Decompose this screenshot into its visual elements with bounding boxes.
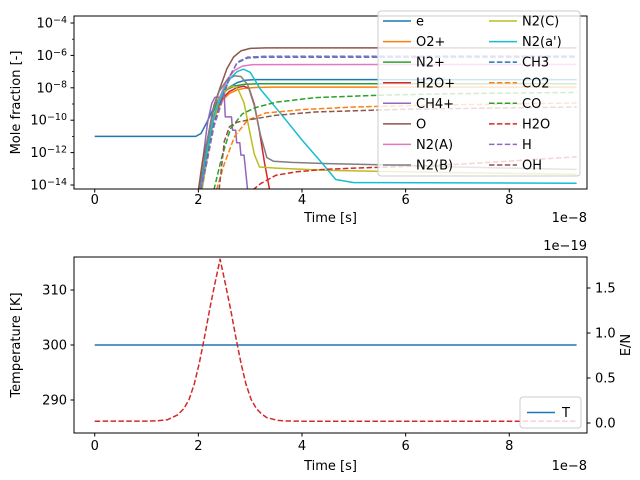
legend-label: OH [522,159,542,174]
top-x-offset-label: 1e−8 [552,211,587,226]
x-tick-label: 0 [91,193,99,208]
legend-label: T [561,406,570,421]
x-tick-label: 4 [298,439,306,454]
series-n2-ap [200,68,577,189]
right-y-tick-label: 1.5 [595,282,616,297]
legend-label: H2O+ [416,76,455,91]
y-tick-label: 10−4 [36,15,67,32]
legend-label: e [416,15,424,30]
bottom-x-offset-label: 1e−8 [552,459,587,474]
series-ch4plus [198,96,249,189]
left-y-tick-label: 290 [42,394,67,409]
right-y-tick-label: 1.0 [595,327,616,342]
x-tick-label: 8 [505,193,513,208]
y-tick-label: 10−8 [36,80,67,97]
top-y-axis-label: Mole fraction [-] [9,51,24,155]
top-plot: 0 2 4 6 8 10−4 10−6 10−8 10−10 10−12 10−14 Mole fra… [9,10,588,226]
legend-label: CO2 [522,76,550,91]
legend-item-n2plus: N2+ [383,56,445,71]
x-tick-label: 0 [91,439,99,454]
legend-item-h: H [489,138,532,153]
bottom-legend: T [519,396,582,429]
legend-label: O2+ [416,35,445,50]
top-axes-frame [73,15,588,190]
top-legend-box [377,10,581,177]
legend-label: N2(a') [522,35,562,50]
right-y-axis-label: E/N [619,334,634,356]
series-n2-b [199,75,577,189]
legend-item-oh: OH [489,159,542,174]
series-h2o [252,156,577,189]
legend-item-n2-c: N2(C) [489,15,559,30]
bottom-series [94,258,577,422]
legend-item-ch3: CH3 [489,56,549,71]
legend-item-n2-a: N2(A) [383,138,453,153]
x-tick-label: 8 [505,439,513,454]
right-y-tick-label: 0.0 [595,417,616,432]
top-x-axis-label: Time [s] [303,211,357,226]
y-tick-label: 10−6 [36,47,67,64]
legend-item-ch4plus: CH4+ [383,97,454,112]
x-tick-label: 2 [194,439,202,454]
x-tick-label: 6 [401,439,409,454]
legend-label: CO [522,97,541,112]
legend-label: CH4+ [416,97,454,112]
right-y-tick-label: 0.5 [595,372,616,387]
top-legend: e O2+ N2+ H2O+ CH4+ O N2(A) N2(B) N2(C) N2(a') CH3… [377,10,581,177]
series-co2 [215,102,577,189]
legend-label: H [522,138,532,153]
bottom-plot: 0 2 4 6 8 Time [s] 1e−8 290 300 310 Temperature [K… [9,239,634,474]
x-tick-label: 6 [401,193,409,208]
top-series [94,47,577,189]
series-en [94,258,577,422]
legend-item-n2-ap: N2(a') [489,35,562,50]
left-y-tick-label: 300 [42,339,67,354]
left-y-tick-label: 310 [42,284,67,299]
right-y-offset-label: 1e−19 [543,239,587,254]
x-tick-label: 2 [194,193,202,208]
legend-label: CH3 [522,56,549,71]
y-tick-label: 10−10 [30,112,67,129]
legend-label: N2(B) [416,159,453,174]
legend-item-h2oplus: H2O+ [383,76,455,91]
legend-item-co: CO [489,97,541,112]
y-tick-label: 10−12 [30,145,67,162]
legend-item-co2: CO2 [489,76,550,91]
y-tick-label: 10−14 [30,177,67,194]
legend-item-t: T [527,406,570,421]
legend-label: H2O [522,117,550,132]
legend-item-h2o: H2O [489,117,550,132]
x-tick-label: 4 [298,193,306,208]
bottom-x-axis-label: Time [s] [303,459,357,474]
legend-item-o: O [383,117,426,132]
legend-item-e: e [383,15,424,30]
legend-item-n2-b: N2(B) [383,159,453,174]
legend-label: O [416,117,426,132]
legend-label: N2(A) [416,138,453,153]
series-h [200,55,577,189]
legend-label: N2(C) [522,15,559,30]
legend-label: N2+ [416,56,445,71]
legend-item-o2plus: O2+ [383,35,445,50]
left-y-axis-label: Temperature [K] [9,292,24,398]
